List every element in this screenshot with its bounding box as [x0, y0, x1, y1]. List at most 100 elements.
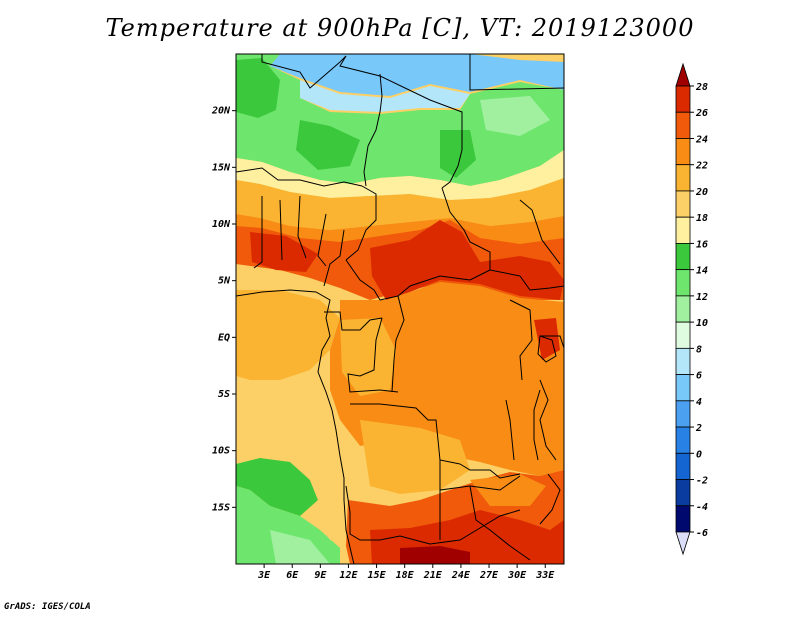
- temperature-field: [236, 54, 564, 564]
- central-deepred-region: [370, 220, 564, 300]
- border-line: [261, 54, 347, 89]
- lon-tick-label: 24E: [451, 570, 471, 581]
- border-line: [379, 269, 491, 301]
- colorbar-swatch: [675, 505, 691, 533]
- lat-tick-label: 15N: [212, 162, 231, 173]
- colorbar-label: 16: [696, 239, 708, 250]
- north-darkgreen-patch-east: [296, 120, 360, 170]
- southeast-orange-patch: [470, 474, 546, 506]
- southwest-lightgreen-patch: [270, 530, 330, 564]
- border-line: [469, 485, 531, 561]
- border-line: [539, 473, 561, 525]
- colorbar-swatch: [675, 452, 691, 480]
- lon-tick-label: 6E: [286, 570, 299, 581]
- southwest-palegreen-region: [236, 486, 340, 564]
- colorbar-label: 20: [695, 187, 708, 198]
- border-line: [317, 213, 327, 267]
- colorbar-swatch: [675, 479, 691, 507]
- colorbar-label: 12: [696, 292, 708, 303]
- border-line: [539, 379, 557, 461]
- colorbar-swatch: [675, 400, 691, 428]
- border-line: [323, 229, 345, 287]
- border-line: [519, 275, 564, 291]
- east-deepred-patch: [534, 318, 560, 360]
- north-blue-region: [270, 54, 564, 96]
- colorbar-label: 4: [696, 397, 702, 408]
- lon-tick-label: 21E: [423, 570, 443, 581]
- border-line: [345, 185, 377, 261]
- southern-inner-yellow: [360, 420, 470, 494]
- colorbar-label: 8: [696, 344, 702, 355]
- westafrica-red-patch: [250, 232, 318, 272]
- colorbar-label: 28: [695, 82, 708, 93]
- colorbar-swatch: [675, 216, 691, 244]
- north-paleblue-region: [300, 80, 470, 112]
- border-line: [236, 167, 363, 187]
- colorbar-swatch: [675, 295, 691, 323]
- lon-tick-label: 30E: [507, 570, 527, 581]
- grads-credit: GrADS: IGES/COLA: [4, 602, 91, 612]
- colorbar-swatch: [675, 138, 691, 166]
- colorbar-label: 10: [696, 318, 708, 329]
- country-borders: [236, 54, 564, 561]
- border-line: [363, 73, 383, 187]
- colorbar-label: 26: [695, 108, 708, 119]
- north-palegreen-patch: [480, 96, 550, 136]
- colorbar-label: 6: [696, 371, 702, 382]
- southwest-green-region: [236, 458, 318, 516]
- lat-tick-label: 5S: [218, 389, 230, 400]
- lat-tick-label: EQ: [218, 332, 230, 343]
- border-line: [347, 317, 399, 393]
- longitude-axis: 3E 6E 9E 12E 15E 18E 21E 24E 27E 30E 33E: [257, 564, 555, 581]
- colorbar-swatch: [675, 426, 691, 454]
- border-line: [279, 199, 283, 261]
- colorbar-label: 14: [696, 266, 708, 277]
- border-line: [391, 295, 405, 393]
- gulf-guinea-yellow: [236, 290, 340, 380]
- north-darkgreen-patch-mid: [440, 130, 476, 178]
- south-darkred-patch: [400, 546, 470, 564]
- colorbar-swatch: [675, 374, 691, 402]
- lake-line: [505, 399, 515, 461]
- border-line: [519, 199, 561, 265]
- lon-tick-label: 3E: [257, 570, 271, 581]
- lat-tick-label: 10S: [212, 446, 230, 457]
- colorbar-swatch: [675, 243, 691, 271]
- lat-tick-label: 10N: [212, 219, 231, 230]
- lake-line: [533, 389, 541, 461]
- colorbar-label: -6: [696, 528, 708, 539]
- coast-line: [236, 289, 355, 564]
- border-line: [324, 311, 383, 331]
- north-darkgreen-patch: [236, 58, 280, 118]
- map-frame: [235, 53, 565, 565]
- colorbar-swatch: [675, 269, 691, 297]
- colorbar-bottom-arrow: [675, 531, 691, 556]
- lon-tick-label: 18E: [396, 570, 415, 581]
- colorbar-label: 22: [695, 161, 708, 172]
- colorbar-label: 2: [695, 423, 702, 434]
- border-line: [253, 196, 263, 269]
- colorbar-swatch: [675, 85, 691, 113]
- lon-tick-label: 27E: [479, 570, 499, 581]
- border-line: [509, 299, 533, 381]
- colorbar-label: 18: [696, 213, 708, 224]
- colorbar-swatch: [675, 190, 691, 218]
- border-line: [339, 55, 463, 189]
- lon-tick-label: 9E: [314, 570, 327, 581]
- lat-tick-label: 20N: [211, 106, 231, 117]
- sahel-warm-region: [236, 178, 564, 230]
- colorbar-swatch: [675, 164, 691, 192]
- southwest-yellow-coast: [300, 470, 348, 546]
- transition-yellow-band: [236, 150, 564, 200]
- colorbar-label: -2: [696, 476, 708, 487]
- colorbar-swatch: [675, 321, 691, 349]
- border-line: [345, 485, 521, 545]
- lon-tick-label: 33E: [535, 570, 555, 581]
- colorbar-top-arrow: [675, 62, 691, 87]
- colorbar-swatch: [675, 111, 691, 139]
- coastlines: [236, 289, 557, 564]
- colorbar-label: -4: [696, 502, 708, 513]
- border-line: [345, 259, 381, 301]
